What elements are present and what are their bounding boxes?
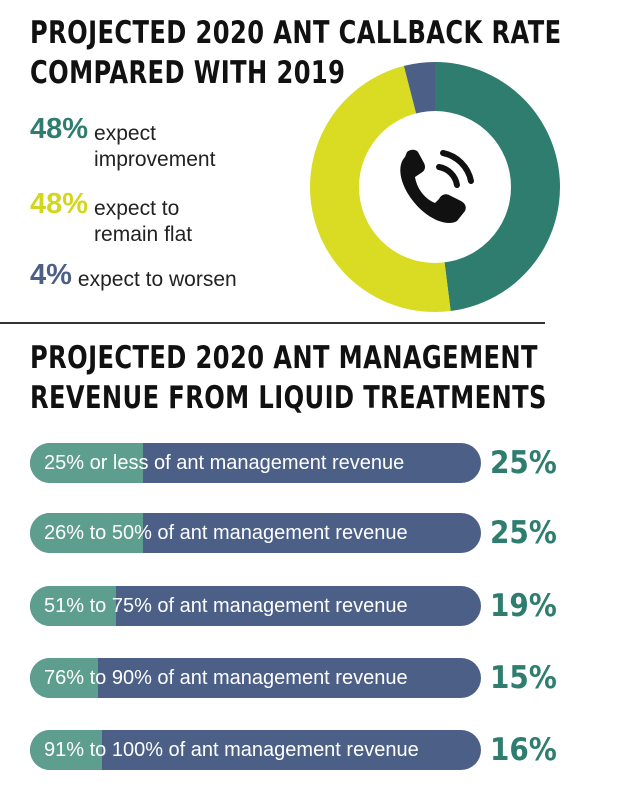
legend-worsen-value: 4% bbox=[30, 259, 72, 291]
bar-value-label: 25% bbox=[490, 445, 557, 481]
callback-donut-chart bbox=[309, 62, 561, 313]
section-divider bbox=[0, 322, 545, 324]
bar-row: 26% to 50% of ant management revenue 25% bbox=[30, 513, 570, 553]
bar-row: 51% to 75% of ant management revenue 19% bbox=[30, 586, 570, 626]
legend-worsen-label: expect to worsen bbox=[77, 268, 237, 291]
legend-flat-line2: remain flat bbox=[94, 223, 193, 246]
bar-fill bbox=[30, 730, 103, 770]
bar-category-label: 25% or less of ant management revenue bbox=[44, 452, 405, 474]
bar-row: 76% to 90% of ant management revenue 15% bbox=[30, 658, 570, 698]
legend-improvement: 48% expect improvement bbox=[30, 113, 216, 173]
bar-row: 91% to 100% of ant management revenue 16… bbox=[30, 730, 570, 770]
legend-flat: 48% expect to remain flat bbox=[30, 188, 193, 248]
revenue-chart-title-line2: REVENUE FROM LIQUID TREATMENTS bbox=[30, 380, 547, 416]
legend-improvement-line1: expect bbox=[94, 122, 156, 145]
phone-ringing-icon bbox=[400, 149, 474, 223]
bar-track: 76% to 90% of ant management revenue bbox=[30, 658, 481, 698]
donut-hole bbox=[359, 111, 511, 263]
bar-track: 91% to 100% of ant management revenue bbox=[30, 730, 481, 770]
bar-value-label: 25% bbox=[490, 515, 557, 551]
legend-improvement-line2: improvement bbox=[94, 148, 216, 171]
bar-category-label: 76% to 90% of ant management revenue bbox=[44, 667, 408, 689]
bar-track: 25% or less of ant management revenue bbox=[30, 443, 481, 483]
bar-category-label: 26% to 50% of ant management revenue bbox=[44, 522, 408, 544]
legend-improvement-value: 48% bbox=[30, 113, 89, 145]
bar-value-label: 15% bbox=[490, 660, 557, 696]
revenue-chart-title-line1: PROJECTED 2020 ANT MANAGEMENT bbox=[30, 340, 538, 376]
bar-fill bbox=[30, 513, 143, 553]
bar-fill bbox=[30, 443, 143, 483]
bar-row: 25% or less of ant management revenue 25… bbox=[30, 443, 570, 483]
legend-flat-value: 48% bbox=[30, 188, 89, 220]
legend-flat-line1: expect to bbox=[94, 197, 180, 220]
callback-chart-title-line2: COMPARED WITH 2019 bbox=[30, 55, 346, 91]
callback-chart-title-line1: PROJECTED 2020 ANT CALLBACK RATE bbox=[30, 15, 562, 51]
bar-value-label: 16% bbox=[490, 732, 557, 768]
bar-track: 51% to 75% of ant management revenue bbox=[30, 586, 481, 626]
bar-fill bbox=[30, 586, 116, 626]
bar-value-label: 19% bbox=[490, 588, 557, 624]
bar-category-label: 91% to 100% of ant management revenue bbox=[44, 739, 419, 761]
bar-category-label: 51% to 75% of ant management revenue bbox=[44, 595, 408, 617]
bar-fill bbox=[30, 658, 98, 698]
bar-track: 26% to 50% of ant management revenue bbox=[30, 513, 481, 553]
legend-worsen: 4% expect to worsen bbox=[30, 259, 237, 293]
